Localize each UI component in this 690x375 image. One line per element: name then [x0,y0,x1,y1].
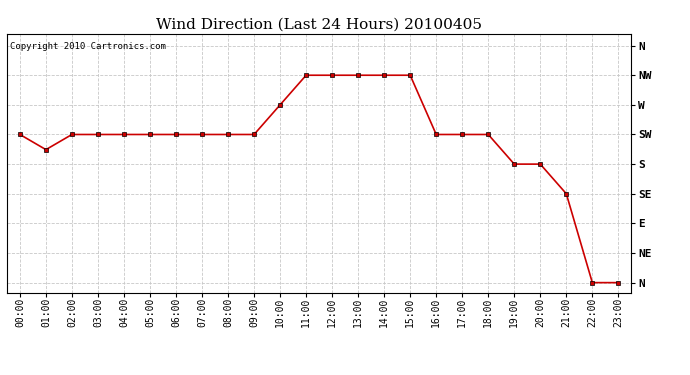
Text: Copyright 2010 Cartronics.com: Copyright 2010 Cartronics.com [10,42,166,51]
Title: Wind Direction (Last 24 Hours) 20100405: Wind Direction (Last 24 Hours) 20100405 [156,17,482,31]
